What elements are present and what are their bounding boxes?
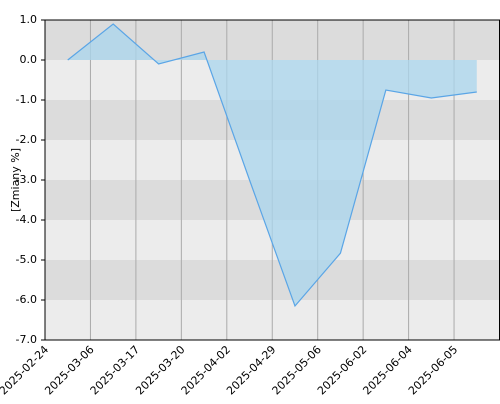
y-tick-label: -4.0 — [16, 213, 37, 226]
line — [67, 23, 477, 308]
area-fill — [67, 24, 477, 306]
y-tick-label: 0.0 — [20, 53, 38, 66]
x-tick-label: 2025-06-05 — [406, 343, 460, 397]
y-tick-label: -5.0 — [16, 253, 37, 266]
y-tick-label: -7.0 — [16, 333, 37, 346]
y-tick-label: -2.0 — [16, 133, 37, 146]
y-tick-label: -1.0 — [16, 93, 37, 106]
y-tick-label: 1.0 — [20, 13, 38, 26]
y-tick-label: -3.0 — [16, 173, 37, 186]
y-axis-label: [Zmiany %] — [9, 148, 22, 212]
y-tick-label: -6.0 — [16, 293, 37, 306]
